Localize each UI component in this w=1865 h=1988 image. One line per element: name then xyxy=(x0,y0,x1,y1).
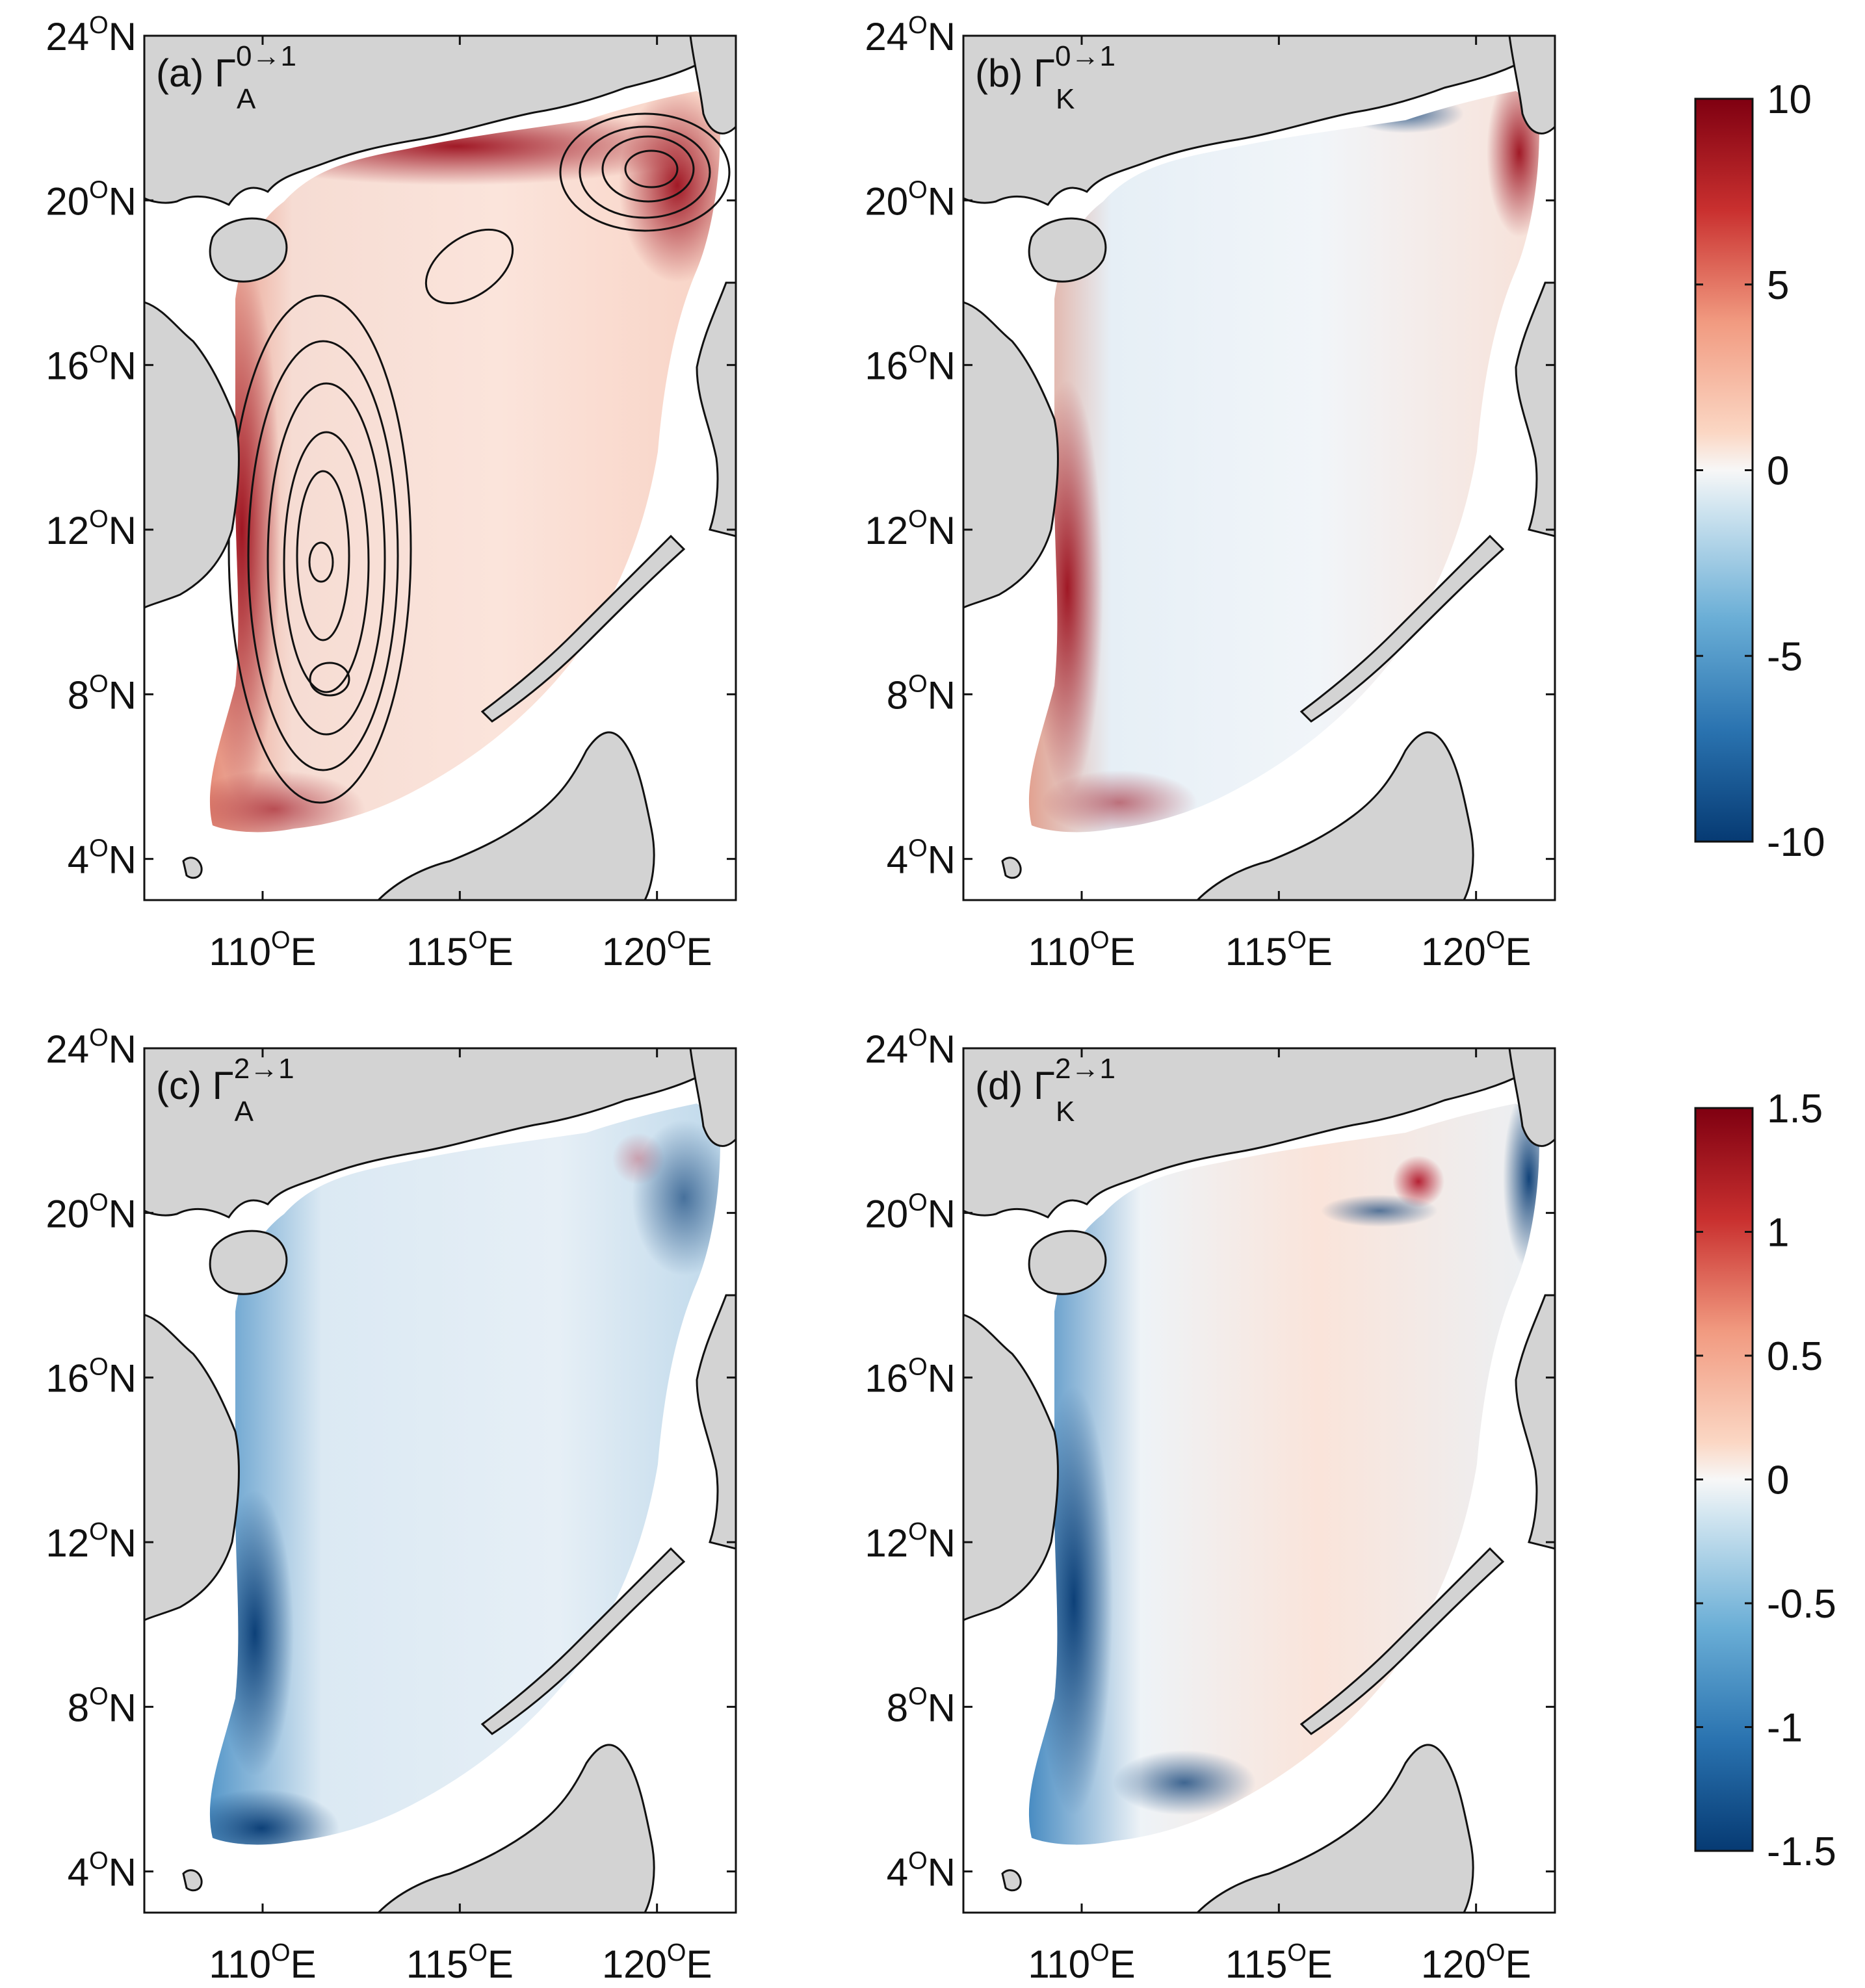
lat-tick-label: 16ON xyxy=(46,341,137,388)
contour-lines xyxy=(228,112,731,804)
lat-tick-label: 24ON xyxy=(865,12,956,58)
lat-tick-label: 24ON xyxy=(865,1024,956,1071)
lat-tick-label: 8ON xyxy=(887,1683,956,1729)
axes-frame xyxy=(143,34,737,901)
lon-tick-label: 120OE xyxy=(1421,1939,1532,1986)
lon-tick-label: 120OE xyxy=(602,1939,712,1986)
colorbar-tick-label: -1.5 xyxy=(1767,1829,1836,1874)
lon-tick-label: 115OE xyxy=(1225,1939,1333,1986)
lon-tick-label: 120OE xyxy=(602,927,712,974)
colorbar-tick-label: -10 xyxy=(1767,820,1825,865)
lon-tick-label: 115OE xyxy=(406,927,514,974)
colorbar-top: 10 5 0 -5 -10 xyxy=(1694,77,1825,865)
panel-label: (d) Γ2→1 K xyxy=(975,1053,1115,1128)
colorbar-tick-label: 1.5 xyxy=(1767,1087,1823,1131)
lat-tick-label: 4ON xyxy=(887,835,956,882)
panel-label: (a) Γ0→1 A xyxy=(156,40,296,115)
lon-tick-label: 115OE xyxy=(1225,927,1333,974)
lon-tick-label: 115OE xyxy=(406,1939,514,1986)
lat-tick-label: 4ON xyxy=(887,1848,956,1894)
panel-d: 24ON 20ON 16ON 12ON 8ON 4ON 110OE 115OE 120OE (d)… xyxy=(865,1024,1556,1986)
lat-tick-label: 16ON xyxy=(865,1354,956,1401)
lat-tick-label: 8ON xyxy=(68,670,137,717)
lon-tick-label: 120OE xyxy=(1421,927,1532,974)
lat-tick-label: 24ON xyxy=(46,12,137,58)
lat-tick-label: 12ON xyxy=(46,1518,137,1565)
colorbar-tick-label: 0 xyxy=(1767,449,1789,494)
lat-tick-label: 20ON xyxy=(46,176,137,223)
lon-tick-label: 110OE xyxy=(209,1939,316,1986)
lat-tick-label: 8ON xyxy=(68,1683,137,1729)
colorbar-tick-label: 10 xyxy=(1767,77,1812,122)
panel-a: 24ON 20ON 16ON 12ON 8ON 4ON 110OE 115OE 120OE (a)… xyxy=(46,12,737,974)
axes-frame xyxy=(143,1047,737,1914)
panel-c: 24ON 20ON 16ON 12ON 8ON 4ON 110OE 115OE 120OE (c)… xyxy=(46,1024,737,1986)
axes-frame xyxy=(962,34,1556,901)
colorbar-gradient xyxy=(1694,1107,1754,1852)
colorbar-tick-label: 0 xyxy=(1767,1458,1789,1503)
colorbar-gradient xyxy=(1694,97,1754,843)
colorbar-bottom: 1.5 1 0.5 0 -0.5 -1 -1.5 xyxy=(1694,1087,1836,1874)
lat-tick-label: 12ON xyxy=(865,506,956,552)
colorbar-tick-label: -0.5 xyxy=(1767,1582,1836,1627)
colorbar-tick-label: -5 xyxy=(1767,634,1803,679)
lat-tick-label: 20ON xyxy=(46,1189,137,1235)
axes-frame xyxy=(962,1047,1556,1914)
lon-tick-label: 110OE xyxy=(1028,927,1135,974)
lat-tick-label: 16ON xyxy=(46,1354,137,1401)
panel-label: (b) Γ0→1 K xyxy=(975,40,1115,115)
lat-tick-label: 24ON xyxy=(46,1024,137,1071)
lat-tick-label: 8ON xyxy=(887,670,956,717)
colorbar-tick-label: 1 xyxy=(1767,1211,1789,1256)
lat-tick-label: 16ON xyxy=(865,341,956,388)
lat-tick-label: 20ON xyxy=(865,176,956,223)
panel-label: (c) Γ2→1 A xyxy=(156,1053,294,1128)
lat-tick-label: 4ON xyxy=(68,1848,137,1894)
lon-tick-label: 110OE xyxy=(1028,1939,1135,1986)
lon-tick-label: 110OE xyxy=(209,927,316,974)
panel-b: 24ON 20ON 16ON 12ON 8ON 4ON 110OE 115OE 120OE (b)… xyxy=(865,12,1556,974)
lat-tick-label: 4ON xyxy=(68,835,137,882)
colorbar-tick-label: 0.5 xyxy=(1767,1334,1823,1379)
lat-tick-label: 12ON xyxy=(46,506,137,552)
lat-tick-label: 20ON xyxy=(865,1189,956,1235)
colorbar-tick-label: -1 xyxy=(1767,1706,1803,1751)
lat-tick-label: 12ON xyxy=(865,1518,956,1565)
colorbar-tick-label: 5 xyxy=(1767,263,1789,308)
